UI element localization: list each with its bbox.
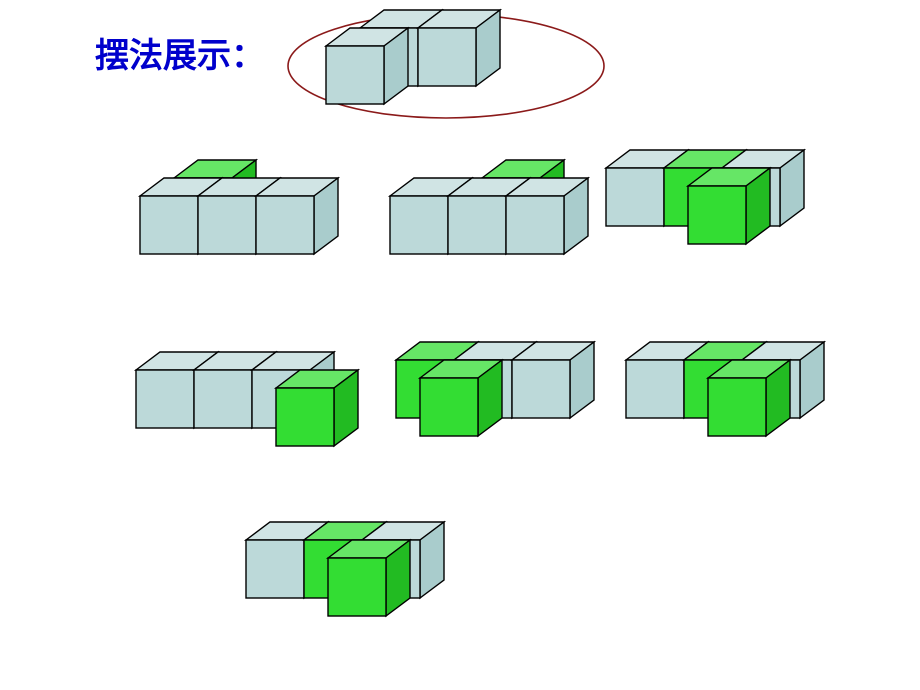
cube-teal <box>512 342 596 420</box>
cube-front-face <box>418 28 476 86</box>
cube-front-face <box>512 360 570 418</box>
cube-front-face <box>448 196 506 254</box>
cube-front-face <box>606 168 664 226</box>
cube-front-face <box>276 388 334 446</box>
cube-teal <box>256 178 340 256</box>
cube-green <box>276 370 360 448</box>
cube-front-face <box>326 46 384 104</box>
cube-green <box>420 360 504 438</box>
cube-front-face <box>246 540 304 598</box>
cube-green <box>688 168 772 246</box>
cube-front-face <box>708 378 766 436</box>
cube-front-face <box>328 558 386 616</box>
cube-front-face <box>688 186 746 244</box>
cube-teal <box>506 178 590 256</box>
cube-front-face <box>506 196 564 254</box>
cube-front-face <box>198 196 256 254</box>
cube-green <box>328 540 412 618</box>
cube-front-face <box>420 378 478 436</box>
cube-teal <box>418 10 502 88</box>
cube-front-face <box>140 196 198 254</box>
cube-front-face <box>256 196 314 254</box>
cube-front-face <box>390 196 448 254</box>
cube-front-face <box>626 360 684 418</box>
cube-green <box>708 360 792 438</box>
cube-front-face <box>136 370 194 428</box>
cube-teal <box>326 28 410 106</box>
cube-front-face <box>194 370 252 428</box>
